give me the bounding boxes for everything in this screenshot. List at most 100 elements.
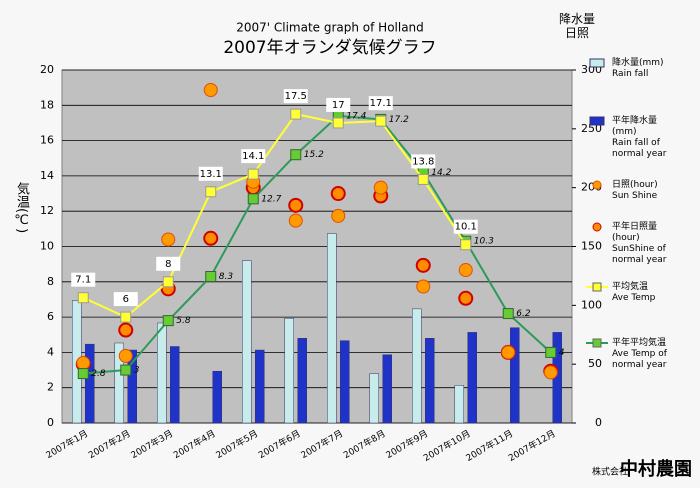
y2-tick-label: 150 [581,240,602,253]
logo: 中村農園 [620,458,692,480]
bar [412,308,422,424]
x-tick-label: 2007年11月 [464,427,515,464]
bar [255,349,265,424]
sunshine-point [543,365,558,380]
bar [510,327,520,424]
data-label: 17 [332,100,345,111]
bar [382,354,392,424]
temp-marker [162,276,174,288]
x-tick-label: 2007年5月 [214,427,260,461]
bar [369,373,379,424]
data-label: 2.8 [91,369,106,379]
normal-temp-marker [205,271,217,283]
y-tick-label: 4 [47,345,54,358]
bar [297,338,307,424]
legend-swatch [589,58,605,68]
legend-swatch [592,222,602,232]
normal-sunshine-point [203,230,219,246]
normal-temp-marker [502,308,514,320]
bar [284,318,294,424]
data-label: 8 [165,259,171,270]
data-label: 13.1 [200,169,222,180]
data-label: 12.7 [261,194,281,204]
legend-swatch [592,282,602,292]
y2-tick-label: 50 [588,357,602,370]
legend-entry: 平年降水量 (mm) Rain fall of normal year [612,116,667,159]
temp-marker [375,115,387,127]
label-box [283,89,308,104]
chart-title: 2007' Climate graph of Holland [236,21,424,35]
sunshine-point [118,348,133,363]
x-tick-label: 2007年12月 [506,427,557,464]
legend-entry: 平年平均気温 Ave Temp of normal year [612,338,667,370]
x-tick-label: 2007年8月 [341,427,387,461]
normal-sunshine-point [458,290,474,306]
data-label: 17.5 [285,91,307,102]
temp-marker [77,292,89,304]
data-label: 14.1 [242,151,264,162]
sunshine-point [416,279,431,294]
y-tick-label: 8 [47,275,54,288]
x-tick-label: 2007年6月 [256,427,302,461]
label-box [453,219,478,234]
temp-marker [247,168,259,180]
legend-entry: 平均気温 Ave Temp [612,282,656,303]
legend-entry: 日照(hour) Sun Shine [612,180,658,201]
bar [454,385,464,424]
sunshine-point [161,232,176,247]
normal-sunshine-point [288,197,304,213]
y-tick-label: 14 [40,169,54,182]
normal-temp-marker [247,193,259,205]
bar [85,343,95,424]
sunshine-point [76,355,91,370]
data-label: 8.3 [219,272,234,282]
bar [425,338,435,424]
normal-temp-marker [545,346,557,358]
y-tick-label: 16 [40,134,54,147]
bar [170,346,180,424]
bar [157,322,167,424]
data-label: 5.8 [176,316,191,326]
x-tick-label: 2007年3月 [129,427,175,461]
logo-small: 株式会社 [592,466,628,478]
sunshine-point [458,263,473,278]
data-label: 6 [123,294,129,305]
y-tick-label: 20 [40,63,54,76]
y-tick-label: 10 [40,240,54,253]
normal-temp-marker [77,368,89,380]
y2-tick-label: 0 [595,416,602,429]
bar [114,342,124,424]
normal-temp-marker [290,149,302,161]
legend-entry: 平年日照量 (hour) SunShine of normal year [612,222,667,265]
bar [340,340,350,424]
bar [127,349,137,424]
data-label: 17.1 [370,98,392,109]
temp-marker [120,311,132,323]
data-label: 10.3 [474,237,494,247]
bar [212,370,222,424]
y-axis-label: 気温(℃) [14,182,29,234]
label-box [368,96,393,111]
temp-marker [205,186,217,198]
y2-tick-label: 100 [581,298,602,311]
sunshine-point [288,213,303,228]
y-tick-label: 18 [40,98,54,111]
temp-marker [460,239,472,251]
normal-sunshine-point [118,322,134,338]
label-box [71,272,96,287]
normal-sunshine-point [330,186,346,202]
data-label: 3 [134,366,140,376]
x-tick-label: 2007年10月 [421,427,472,464]
x-tick-label: 2007年4月 [171,427,217,461]
legend-entry: 降水量(mm) Rain fall [612,58,664,79]
sunshine-point [203,83,218,98]
x-tick-label: 2007年2月 [86,427,132,461]
data-label: 7.1 [75,275,91,286]
line [82,113,467,319]
y-tick-label: 2 [47,381,54,394]
legend-swatch [592,338,602,348]
data-label: 17.4 [346,111,366,121]
bar [242,260,252,424]
